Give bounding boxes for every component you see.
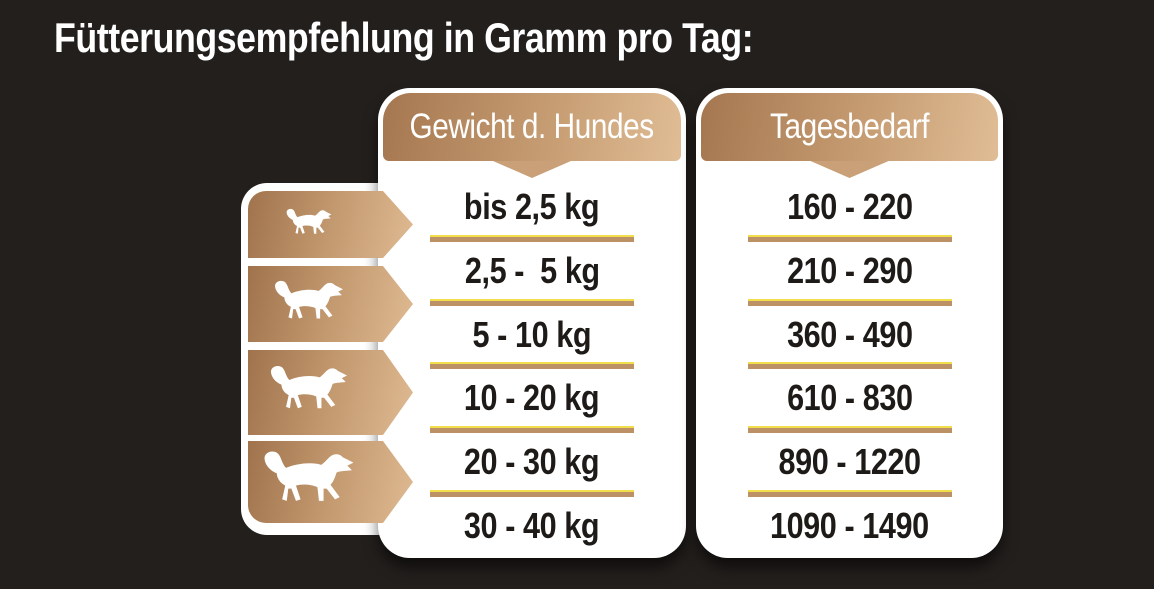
weight-header-label: Gewicht d. Hundes xyxy=(409,107,655,146)
daily-cell: 610 - 830 xyxy=(696,366,1003,434)
row-separator xyxy=(430,234,634,242)
daily-cell: 1090 - 1490 xyxy=(770,505,929,547)
daily-requirement-panel: Tagesbedarf 160 - 220 210 - 290 360 - 490 6… xyxy=(696,88,1003,558)
dog-size-tab-3 xyxy=(248,350,413,435)
page-title: Fütterungsempfehlung in Gramm pro Tag: xyxy=(54,14,754,61)
row-separator xyxy=(430,426,634,434)
weight-cell: 5 - 10 kg xyxy=(378,303,686,370)
dog-size-tab-1 xyxy=(248,191,413,258)
daily-cell: 890 - 1220 xyxy=(696,430,1003,498)
weight-cell: 20 - 30 kg xyxy=(378,430,686,498)
weight-cell: 2,5 - 5 kg xyxy=(378,239,686,306)
row-separator xyxy=(747,426,952,434)
daily-cell: 160 - 220 xyxy=(696,175,1003,242)
daily-cell: 360 - 490 xyxy=(696,303,1003,370)
weight-cell: 30 - 40 kg xyxy=(464,505,600,547)
row-separator xyxy=(430,490,634,498)
dog-size-tab-4 xyxy=(248,441,413,523)
daily-header-band: Tagesbedarf xyxy=(701,93,998,161)
row-separator xyxy=(747,490,952,498)
dog-xlarge-icon xyxy=(255,448,363,517)
row-separator xyxy=(430,298,634,306)
row-separator xyxy=(747,234,952,242)
weight-header-band: Gewicht d. Hundes xyxy=(383,93,681,161)
weight-panel: Gewicht d. Hundes bis 2,5 kg 2,5 - 5 kg 5 … xyxy=(378,88,686,558)
row-separator xyxy=(430,362,634,370)
daily-header-label: Tagesbedarf xyxy=(769,107,930,146)
row-separator xyxy=(747,298,952,306)
weight-cell: 10 - 20 kg xyxy=(378,366,686,434)
weight-cell: bis 2,5 kg xyxy=(378,175,686,242)
weight-column: bis 2,5 kg 2,5 - 5 kg 5 - 10 kg 10 - 20 kg 2… xyxy=(378,175,686,558)
dog-large-icon xyxy=(263,363,355,422)
dog-medium-icon xyxy=(268,278,350,331)
dog-size-tab-2 xyxy=(248,266,413,342)
row-separator xyxy=(747,362,952,370)
daily-cell: 210 - 290 xyxy=(696,239,1003,306)
daily-column: 160 - 220 210 - 290 360 - 490 610 - 830 890 … xyxy=(696,175,1003,558)
dog-small-icon xyxy=(282,207,336,242)
